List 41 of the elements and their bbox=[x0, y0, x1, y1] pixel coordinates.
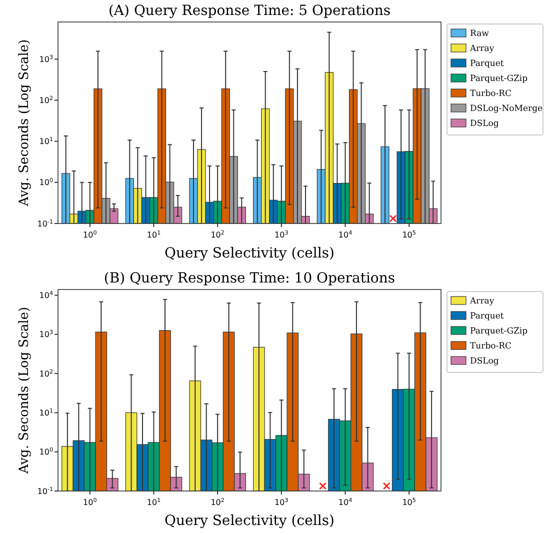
x-tick-label: 10$^{0}$ bbox=[83, 497, 98, 507]
legend-label: Raw bbox=[470, 29, 490, 39]
y-tick-label: 10$^{0}$ bbox=[39, 177, 54, 188]
x-tick-label: 10$^{5}$ bbox=[402, 497, 416, 507]
y-tick-label: 10$^{0}$ bbox=[39, 446, 54, 457]
x-tick-label: 10$^{2}$ bbox=[210, 497, 224, 507]
y-tick-label: 10$^{3}$ bbox=[39, 54, 54, 64]
x-tick-label: 10$^{1}$ bbox=[146, 497, 162, 507]
legend-label: Turbo-RC bbox=[470, 89, 512, 99]
legend-label: Parquet bbox=[470, 312, 504, 322]
legend-label: Array bbox=[469, 44, 494, 54]
x-axis-title: Query Selectivity (cells) bbox=[164, 513, 334, 529]
chart-title: (A) Query Response Time: 5 Operations bbox=[108, 3, 391, 19]
y-axis-title: Avg. Seconds (Log Scale) bbox=[17, 306, 32, 475]
y-tick-label: 10$^{1}$ bbox=[39, 407, 54, 418]
legend-label: DSLog bbox=[470, 356, 500, 366]
y-tick-label: 10$^{4}$ bbox=[39, 290, 54, 300]
legend-label: DSLog-NoMerge bbox=[470, 104, 543, 114]
y-tick-label: 10$^{2}$ bbox=[39, 368, 53, 378]
x-tick-label: 10$^{0}$ bbox=[83, 230, 98, 240]
x-axis-title: Query Selectivity (cells) bbox=[164, 246, 334, 262]
x-tick-label: 10$^{5}$ bbox=[402, 230, 416, 240]
x-tick-label: 10$^{3}$ bbox=[274, 230, 289, 240]
x-tick-label: 10$^{1}$ bbox=[146, 230, 162, 240]
chart-title: (B) Query Response Time: 10 Operations bbox=[104, 270, 396, 286]
y-tick-label: 10$^{2}$ bbox=[39, 95, 53, 106]
legend-label: Parquet bbox=[470, 59, 504, 69]
legend-label: Array bbox=[469, 296, 494, 306]
x-tick-label: 10$^{3}$ bbox=[274, 497, 289, 507]
legend-label: Turbo-RC bbox=[470, 342, 512, 352]
y-tick-label: 10$^{-1}$ bbox=[37, 218, 54, 228]
x-tick-label: 10$^{4}$ bbox=[338, 230, 353, 240]
x-tick-label: 10$^{4}$ bbox=[338, 497, 353, 507]
y-tick-label: 10$^{3}$ bbox=[39, 329, 54, 340]
legend-label: DSLog bbox=[470, 119, 500, 129]
legend-label: Parquet-GZip bbox=[470, 326, 528, 336]
legend-label: Parquet-GZip bbox=[470, 74, 528, 84]
y-tick-label: 10$^{-1}$ bbox=[37, 486, 54, 496]
y-tick-label: 10$^{1}$ bbox=[39, 136, 54, 146]
x-tick-label: 10$^{2}$ bbox=[210, 230, 224, 240]
y-axis-title: Avg. Seconds (Log Scale) bbox=[17, 39, 32, 208]
